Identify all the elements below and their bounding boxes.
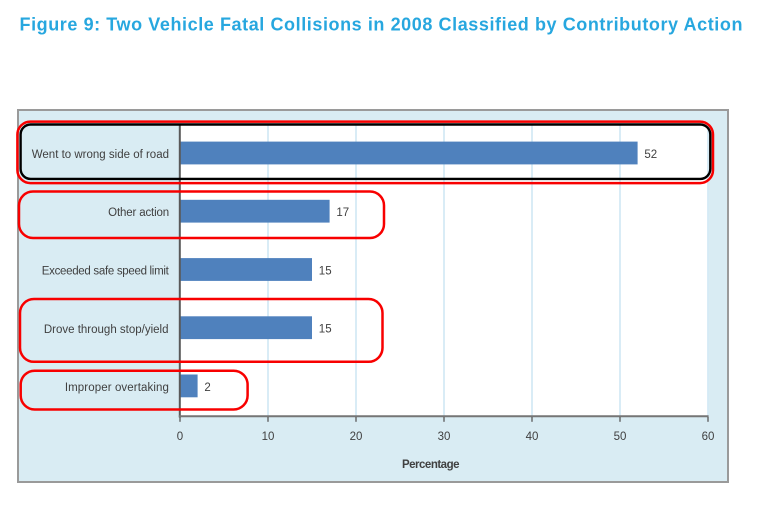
svg-text:10: 10	[262, 431, 275, 443]
svg-text:60: 60	[702, 431, 715, 443]
svg-text:Figure 9: Two Vehicle Fatal Co: Figure 9: Two Vehicle Fatal Collisions i…	[20, 14, 744, 34]
svg-text:Improper overtaking: Improper overtaking	[65, 382, 169, 394]
svg-text:15: 15	[319, 265, 332, 277]
svg-text:0: 0	[177, 431, 183, 443]
svg-text:30: 30	[438, 431, 451, 443]
svg-text:17: 17	[336, 207, 349, 219]
svg-text:50: 50	[614, 431, 627, 443]
svg-text:Percentage: Percentage	[402, 459, 459, 471]
svg-text:Went to wrong side of road: Went to wrong side of road	[32, 149, 169, 161]
svg-text:Drove through stop/yield: Drove through stop/yield	[44, 324, 169, 336]
svg-text:2: 2	[204, 382, 210, 394]
svg-text:Exceeded safe speed limit: Exceeded safe speed limit	[42, 266, 170, 278]
svg-text:20: 20	[350, 431, 363, 443]
svg-text:40: 40	[526, 431, 539, 443]
svg-text:52: 52	[644, 149, 657, 161]
svg-text:15: 15	[319, 324, 332, 336]
svg-text:Other action: Other action	[108, 207, 169, 219]
